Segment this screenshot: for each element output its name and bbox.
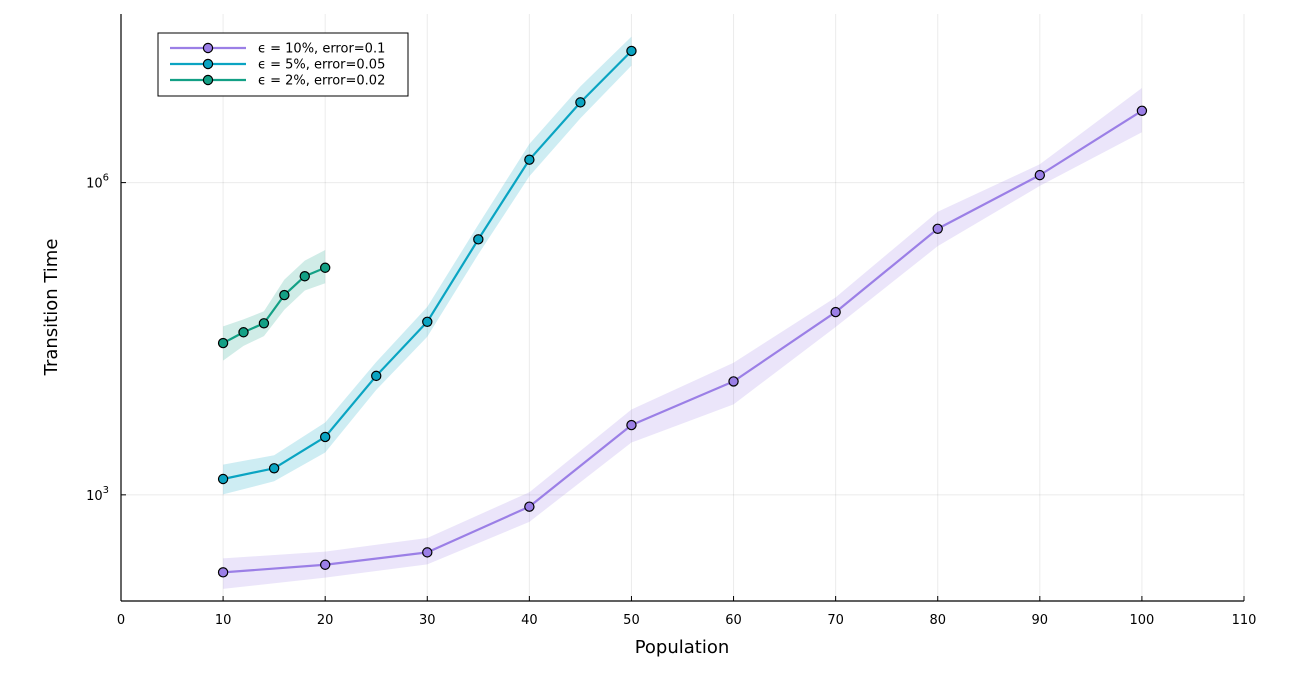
series-1-point <box>217 567 229 578</box>
legend-swatch-marker <box>202 74 214 86</box>
x-tick-label: 0 <box>117 613 125 628</box>
y-tick-label: 106 <box>86 173 109 192</box>
series-1-point <box>422 547 433 558</box>
series-3-point <box>299 271 310 282</box>
x-tick-label: 80 <box>929 613 946 628</box>
legend-label: ϵ = 5%, error=0.05 <box>258 58 385 73</box>
legend-entry-1: ϵ = 10%, error=0.1 <box>170 42 385 57</box>
ticks: 0 10 20 30 40 50 60 70 80 90 100 110 103 106 <box>86 173 1256 628</box>
series-3-point <box>319 262 331 273</box>
x-tick-label: 110 <box>1232 613 1257 628</box>
legend: ϵ = 10%, error=0.1 ϵ = 5%, error=0.05 ϵ … <box>157 32 409 97</box>
x-tick-label: 100 <box>1129 613 1154 628</box>
grid <box>121 14 1245 601</box>
series-2-point <box>575 97 586 108</box>
series-3-point <box>258 318 270 329</box>
series-2-band <box>223 36 632 495</box>
y-axis-title: Transition Time <box>41 239 62 377</box>
series-2-point <box>422 316 433 327</box>
series-3-point <box>217 337 229 349</box>
legend-entry-2: ϵ = 5%, error=0.05 <box>170 58 385 73</box>
series-1-point <box>728 376 739 387</box>
series-3-point <box>238 327 249 338</box>
series-3-point <box>279 289 290 301</box>
series-1-line <box>223 109 1143 574</box>
series-2-point <box>473 234 484 245</box>
series-2-point <box>319 431 331 443</box>
x-axis-title: Population <box>635 637 730 658</box>
axes <box>120 14 1244 602</box>
x-tick-label: 50 <box>623 613 640 628</box>
series-1-point <box>1136 105 1148 116</box>
series-2-point <box>268 463 280 474</box>
x-tick-label: 60 <box>725 613 742 628</box>
series-1-point <box>626 419 637 431</box>
series-1-point <box>524 501 535 512</box>
x-tick-label: 70 <box>827 613 844 628</box>
series-2-point <box>371 370 382 382</box>
legend-swatch-marker <box>202 58 214 70</box>
legend-entry-3: ϵ = 2%, error=0.02 <box>170 74 385 89</box>
series-2-point <box>524 154 535 165</box>
legend-label: ϵ = 2%, error=0.02 <box>258 74 385 89</box>
x-tick-label: 10 <box>215 613 232 628</box>
series-points <box>217 45 1148 578</box>
legend-label: ϵ = 10%, error=0.1 <box>258 42 385 57</box>
y-tick-label: 103 <box>86 485 109 504</box>
x-tick-label: 20 <box>317 613 334 628</box>
series-1-point <box>932 223 943 234</box>
series-2-point <box>217 473 229 485</box>
series-1-point <box>830 306 841 318</box>
x-tick-label: 40 <box>521 613 538 628</box>
legend-swatch-marker <box>202 42 214 54</box>
series-1-point <box>1034 169 1046 181</box>
series-1-point <box>319 559 331 570</box>
x-tick-label: 30 <box>419 613 436 628</box>
series-2-point <box>626 45 637 57</box>
x-tick-label: 90 <box>1032 613 1049 628</box>
